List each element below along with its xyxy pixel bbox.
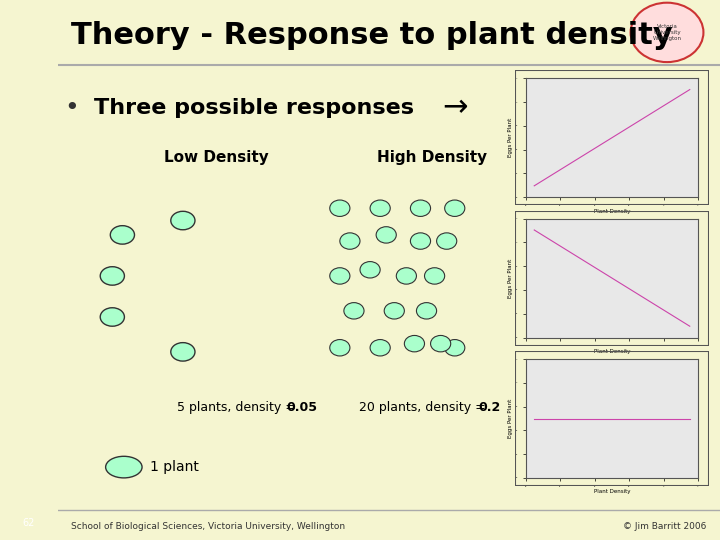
- Text: •: •: [64, 96, 79, 120]
- Ellipse shape: [376, 227, 396, 243]
- Ellipse shape: [436, 233, 456, 249]
- Ellipse shape: [410, 233, 431, 249]
- Ellipse shape: [396, 268, 416, 284]
- Text: Three possible responses: Three possible responses: [94, 98, 414, 118]
- Ellipse shape: [100, 267, 125, 285]
- Ellipse shape: [171, 211, 195, 230]
- Text: 62: 62: [22, 518, 35, 528]
- Text: 0.05: 0.05: [286, 401, 317, 414]
- X-axis label: Plant Density: Plant Density: [594, 489, 630, 494]
- Ellipse shape: [100, 308, 125, 326]
- Text: Victoria
University
Wellington: Victoria University Wellington: [652, 24, 682, 40]
- Text: 1 plant: 1 plant: [150, 460, 199, 474]
- Ellipse shape: [106, 456, 142, 478]
- Text: 0.2: 0.2: [478, 401, 500, 414]
- Ellipse shape: [416, 302, 436, 319]
- Ellipse shape: [410, 200, 431, 217]
- X-axis label: Plant Density: Plant Density: [594, 208, 630, 213]
- Ellipse shape: [405, 335, 425, 352]
- Ellipse shape: [330, 200, 350, 217]
- Y-axis label: Eggs Per Plant: Eggs Per Plant: [508, 118, 513, 157]
- Text: Theory - Response to plant density: Theory - Response to plant density: [71, 21, 672, 50]
- Ellipse shape: [370, 340, 390, 356]
- Ellipse shape: [360, 261, 380, 278]
- Ellipse shape: [110, 226, 135, 244]
- Ellipse shape: [384, 302, 405, 319]
- Text: School of Biological Sciences, Victoria University, Wellington: School of Biological Sciences, Victoria …: [71, 522, 345, 531]
- X-axis label: Plant Density: Plant Density: [594, 349, 630, 354]
- Y-axis label: Eggs Per Plant: Eggs Per Plant: [508, 259, 513, 298]
- Text: 5 plants, density =: 5 plants, density =: [177, 401, 300, 414]
- Text: High Density: High Density: [377, 150, 487, 165]
- Ellipse shape: [340, 233, 360, 249]
- Text: →: →: [442, 93, 468, 123]
- Ellipse shape: [445, 200, 465, 217]
- Text: © Jim Barritt 2006: © Jim Barritt 2006: [624, 522, 707, 531]
- Text: 20 plants, density =: 20 plants, density =: [359, 401, 490, 414]
- Ellipse shape: [445, 340, 465, 356]
- Circle shape: [631, 3, 703, 62]
- Ellipse shape: [330, 340, 350, 356]
- Ellipse shape: [431, 335, 451, 352]
- Ellipse shape: [425, 268, 445, 284]
- Text: Low Density: Low Density: [164, 150, 269, 165]
- Ellipse shape: [344, 302, 364, 319]
- Ellipse shape: [171, 342, 195, 361]
- Ellipse shape: [330, 268, 350, 284]
- Ellipse shape: [370, 200, 390, 217]
- Y-axis label: Eggs Per Plant: Eggs Per Plant: [508, 399, 513, 438]
